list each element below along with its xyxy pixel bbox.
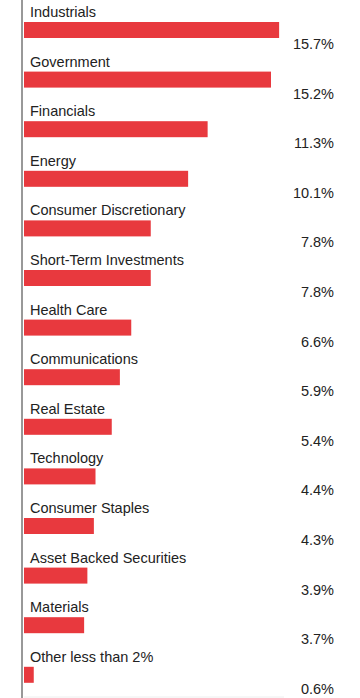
- bar: [24, 617, 84, 633]
- range-line: [24, 697, 284, 698]
- category-label: Other less than 2%: [30, 649, 153, 665]
- bar: [24, 568, 87, 584]
- data-label: 5.9%: [301, 383, 334, 399]
- category-label: Materials: [30, 599, 89, 615]
- data-label: 3.7%: [301, 631, 334, 647]
- bar: [24, 468, 96, 484]
- bars: [24, 22, 279, 683]
- bar: [24, 667, 34, 683]
- data-label: 15.2%: [293, 86, 334, 102]
- bar: [24, 518, 94, 534]
- category-label: Financials: [30, 103, 95, 119]
- category-label: Government: [30, 54, 110, 70]
- data-label: 10.1%: [293, 185, 334, 201]
- bar: [24, 419, 112, 435]
- category-label: Consumer Discretionary: [30, 202, 186, 218]
- axis-line: [22, 0, 23, 698]
- bar: [24, 72, 271, 88]
- category-label: Asset Backed Securities: [30, 550, 186, 566]
- bar: [24, 121, 208, 137]
- bar: [24, 270, 151, 286]
- chart: Industrials 15.7% Government 15.2% Financial…: [0, 0, 360, 698]
- bar: [24, 22, 279, 38]
- category-label: Technology: [30, 450, 104, 466]
- bar: [24, 320, 131, 336]
- category-label: Communications: [30, 351, 138, 367]
- labels: Industrials 15.7% Government 15.2% Financial…: [30, 4, 334, 697]
- data-label: 5.4%: [301, 433, 334, 449]
- data-label: 11.3%: [294, 135, 334, 151]
- data-label: 6.6%: [301, 334, 334, 350]
- data-label: 3.9%: [301, 582, 334, 598]
- data-label: 4.4%: [301, 482, 334, 498]
- category-label: Short-Term Investments: [30, 252, 184, 268]
- category-label: Consumer Staples: [30, 500, 149, 516]
- bar: [24, 369, 120, 385]
- bar: [24, 171, 188, 187]
- data-label: 7.8%: [301, 284, 334, 300]
- bar: [24, 220, 151, 236]
- category-label: Real Estate: [30, 401, 105, 417]
- data-label: 0.6%: [301, 681, 334, 697]
- data-label: 7.8%: [301, 234, 334, 250]
- category-label: Industrials: [30, 4, 96, 20]
- data-label: 15.7%: [293, 36, 334, 52]
- category-label: Health Care: [30, 302, 107, 318]
- data-label: 4.3%: [301, 532, 334, 548]
- category-label: Energy: [30, 153, 77, 169]
